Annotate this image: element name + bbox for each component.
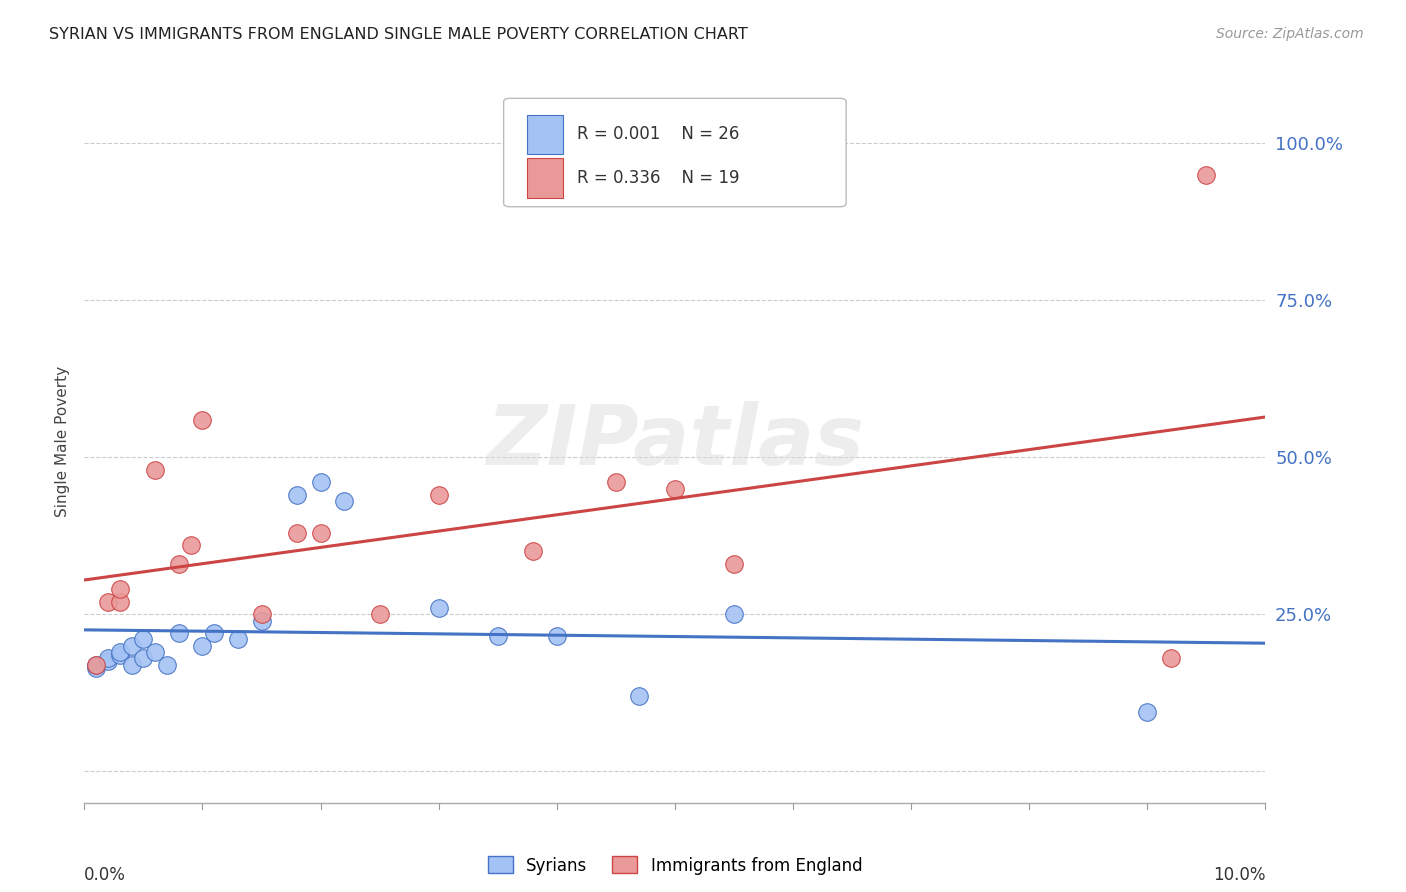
Point bbox=[167, 557, 190, 571]
Point bbox=[121, 657, 143, 672]
Text: 10.0%: 10.0% bbox=[1213, 865, 1265, 884]
Text: Source: ZipAtlas.com: Source: ZipAtlas.com bbox=[1216, 27, 1364, 41]
Point bbox=[84, 657, 107, 672]
Point bbox=[285, 525, 308, 540]
Point bbox=[108, 648, 131, 662]
Legend: Syrians, Immigrants from England: Syrians, Immigrants from England bbox=[481, 850, 869, 881]
Point bbox=[723, 607, 745, 622]
Point bbox=[202, 626, 225, 640]
Point bbox=[108, 645, 131, 659]
Point bbox=[427, 601, 450, 615]
Point bbox=[97, 655, 120, 669]
Point bbox=[84, 661, 107, 675]
Text: ZIPatlas: ZIPatlas bbox=[486, 401, 863, 482]
Point bbox=[108, 595, 131, 609]
Point bbox=[121, 639, 143, 653]
Point bbox=[605, 475, 627, 490]
Point bbox=[250, 614, 273, 628]
Point bbox=[628, 689, 651, 703]
Point bbox=[132, 651, 155, 665]
Bar bbox=[527, 114, 562, 154]
Point bbox=[143, 645, 166, 659]
Point bbox=[250, 607, 273, 622]
Point bbox=[664, 482, 686, 496]
Point bbox=[84, 657, 107, 672]
Point bbox=[309, 475, 332, 490]
Text: R = 0.336    N = 19: R = 0.336 N = 19 bbox=[576, 169, 740, 186]
Bar bbox=[527, 158, 562, 198]
Point bbox=[108, 582, 131, 597]
Point bbox=[546, 629, 568, 643]
Point bbox=[427, 488, 450, 502]
FancyBboxPatch shape bbox=[503, 98, 846, 207]
Point bbox=[191, 639, 214, 653]
Point bbox=[226, 632, 249, 647]
Point bbox=[1160, 651, 1182, 665]
Text: 0.0%: 0.0% bbox=[84, 865, 127, 884]
Point bbox=[285, 488, 308, 502]
Point bbox=[156, 657, 179, 672]
Point bbox=[522, 544, 544, 558]
Point bbox=[1136, 705, 1159, 719]
Point bbox=[1195, 168, 1218, 182]
Point bbox=[180, 538, 202, 552]
Point bbox=[486, 629, 509, 643]
Y-axis label: Single Male Poverty: Single Male Poverty bbox=[55, 366, 70, 517]
Point bbox=[191, 412, 214, 426]
Point bbox=[167, 626, 190, 640]
Point bbox=[309, 525, 332, 540]
Point bbox=[333, 494, 356, 508]
Point bbox=[97, 651, 120, 665]
Text: R = 0.001    N = 26: R = 0.001 N = 26 bbox=[576, 126, 740, 144]
Point bbox=[97, 595, 120, 609]
Point bbox=[368, 607, 391, 622]
Text: SYRIAN VS IMMIGRANTS FROM ENGLAND SINGLE MALE POVERTY CORRELATION CHART: SYRIAN VS IMMIGRANTS FROM ENGLAND SINGLE… bbox=[49, 27, 748, 42]
Point bbox=[143, 463, 166, 477]
Point bbox=[132, 632, 155, 647]
Point bbox=[723, 557, 745, 571]
